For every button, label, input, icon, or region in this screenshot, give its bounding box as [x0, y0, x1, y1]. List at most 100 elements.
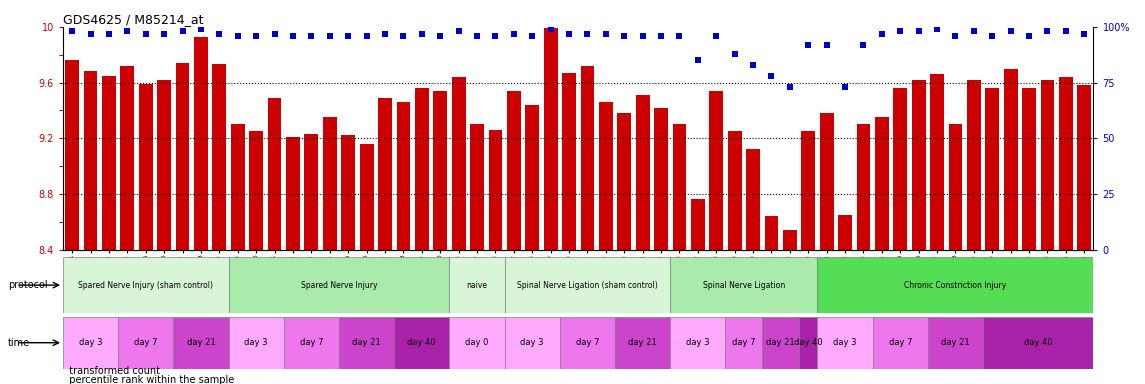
- Text: Spared Nerve Injury: Spared Nerve Injury: [301, 281, 377, 290]
- Bar: [670, 317, 726, 369]
- Bar: [856, 124, 870, 250]
- Bar: [654, 108, 668, 250]
- Bar: [102, 76, 116, 250]
- Bar: [617, 113, 631, 250]
- Text: day 21: day 21: [629, 338, 657, 347]
- Bar: [930, 74, 943, 250]
- Bar: [268, 98, 282, 250]
- Bar: [433, 91, 447, 250]
- Bar: [1077, 85, 1091, 250]
- Point: [854, 41, 872, 48]
- Bar: [341, 136, 355, 250]
- Point: [450, 28, 468, 35]
- Bar: [489, 130, 503, 250]
- Bar: [726, 317, 763, 369]
- Bar: [710, 91, 724, 250]
- Point: [211, 30, 229, 36]
- Text: day 21: day 21: [353, 338, 381, 347]
- Text: day 3: day 3: [244, 338, 268, 347]
- Bar: [65, 60, 79, 250]
- Bar: [560, 317, 615, 369]
- Point: [81, 30, 100, 36]
- Bar: [63, 317, 118, 369]
- Point: [247, 33, 266, 39]
- Bar: [783, 230, 797, 250]
- Text: day 40: day 40: [408, 338, 436, 347]
- Bar: [1022, 88, 1036, 250]
- Bar: [229, 317, 284, 369]
- Text: percentile rank within the sample: percentile rank within the sample: [63, 375, 235, 384]
- Bar: [581, 66, 594, 250]
- Point: [688, 57, 706, 63]
- Point: [100, 30, 118, 36]
- Text: Spinal Nerve Ligation (sham control): Spinal Nerve Ligation (sham control): [518, 281, 657, 290]
- Bar: [875, 118, 889, 250]
- Bar: [323, 118, 337, 250]
- Bar: [747, 149, 760, 250]
- Bar: [213, 65, 227, 250]
- Point: [633, 33, 652, 39]
- Text: day 40: day 40: [793, 338, 822, 347]
- Point: [505, 30, 523, 36]
- Point: [229, 33, 247, 39]
- Bar: [231, 124, 245, 250]
- Point: [763, 73, 781, 79]
- Bar: [157, 80, 171, 250]
- Point: [431, 33, 449, 39]
- Bar: [118, 317, 173, 369]
- Bar: [286, 137, 300, 250]
- Text: transformed count: transformed count: [63, 366, 160, 376]
- Text: day 3: day 3: [834, 338, 856, 347]
- Bar: [414, 88, 428, 250]
- Point: [708, 33, 726, 39]
- Point: [487, 33, 505, 39]
- Bar: [672, 124, 686, 250]
- Bar: [615, 317, 670, 369]
- Text: day 21: day 21: [766, 338, 795, 347]
- Text: time: time: [8, 338, 30, 348]
- Point: [652, 33, 670, 39]
- Point: [670, 33, 688, 39]
- Point: [984, 33, 1002, 39]
- Text: day 3: day 3: [521, 338, 544, 347]
- Text: protocol: protocol: [8, 280, 48, 290]
- Point: [946, 33, 964, 39]
- Bar: [670, 257, 818, 313]
- Bar: [452, 77, 466, 250]
- Bar: [1041, 80, 1055, 250]
- Point: [726, 51, 744, 57]
- Point: [909, 28, 927, 35]
- Bar: [449, 317, 505, 369]
- Bar: [394, 317, 449, 369]
- Bar: [802, 131, 815, 250]
- Text: day 7: day 7: [300, 338, 323, 347]
- Point: [1057, 28, 1075, 35]
- Point: [836, 84, 854, 90]
- Bar: [948, 124, 962, 250]
- Bar: [818, 257, 1093, 313]
- Point: [560, 30, 578, 36]
- Bar: [120, 66, 134, 250]
- Bar: [526, 105, 539, 250]
- Text: day 7: day 7: [576, 338, 599, 347]
- Bar: [339, 317, 394, 369]
- Point: [284, 33, 302, 39]
- Text: GDS4625 / M85214_at: GDS4625 / M85214_at: [63, 13, 204, 26]
- Bar: [893, 88, 907, 250]
- Point: [818, 41, 836, 48]
- Bar: [1004, 69, 1018, 250]
- Point: [523, 33, 542, 39]
- Point: [155, 30, 173, 36]
- Bar: [911, 80, 925, 250]
- Text: day 3: day 3: [79, 338, 102, 347]
- Bar: [505, 257, 670, 313]
- Bar: [984, 317, 1093, 369]
- Bar: [173, 317, 229, 369]
- Bar: [360, 144, 373, 250]
- Bar: [818, 317, 872, 369]
- Bar: [449, 257, 505, 313]
- Bar: [1059, 77, 1073, 250]
- Point: [965, 28, 984, 35]
- Bar: [765, 216, 779, 250]
- Text: day 40: day 40: [1024, 338, 1052, 347]
